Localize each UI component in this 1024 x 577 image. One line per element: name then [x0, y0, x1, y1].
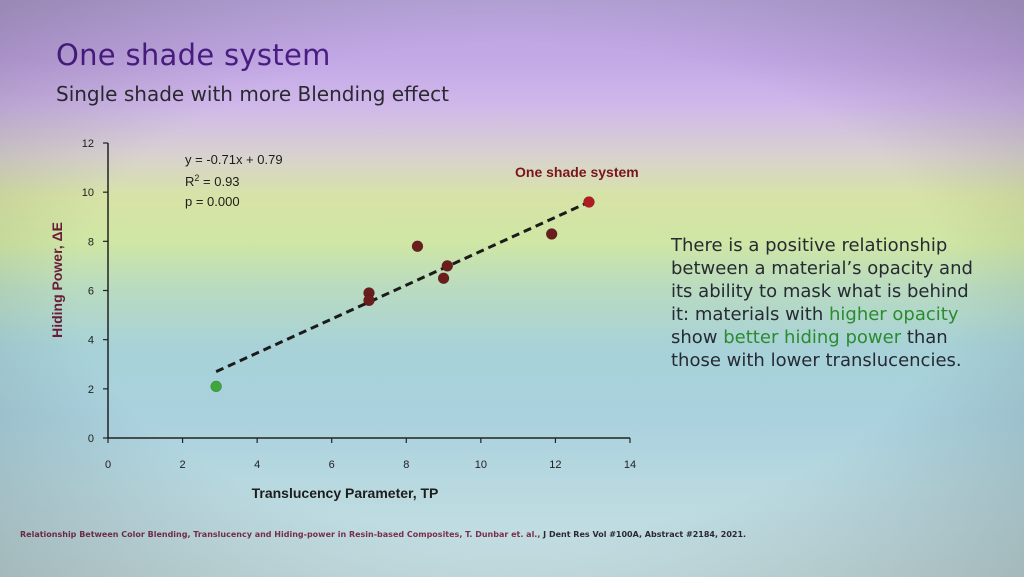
- x-tick-label: 6: [329, 459, 335, 471]
- r-squared-label: R2 = 0.93: [185, 173, 240, 189]
- data-point: [411, 240, 424, 252]
- data-point: [437, 272, 450, 284]
- citation: Relationship Between Color Blending, Tra…: [20, 530, 746, 539]
- data-point: [210, 380, 222, 393]
- citation-ref: J Dent Res Vol #100A, Abstract #2184, 20…: [540, 530, 747, 539]
- x-tick-label: 0: [105, 459, 111, 471]
- body-text-part2: show: [671, 327, 724, 348]
- data-point: [583, 196, 595, 208]
- body-text-highlight-hiding: better hiding power: [723, 327, 902, 348]
- x-axis-label: Translucency Parameter, TP: [252, 485, 439, 501]
- trendline: [215, 200, 590, 373]
- y-tick-label: 12: [82, 138, 94, 150]
- body-text: There is a positive relationship between…: [671, 234, 991, 372]
- y-tick-label: 0: [88, 433, 94, 445]
- body-text-highlight-opacity: higher opacity: [828, 304, 959, 325]
- data-point: [441, 260, 454, 272]
- p-value-label: p = 0.000: [185, 194, 240, 209]
- x-axis-ticks: 0 2 4 6 8 10 12 14: [105, 438, 636, 471]
- x-tick-label: 8: [403, 459, 409, 471]
- x-tick-label: 10: [475, 459, 487, 471]
- x-tick-label: 12: [549, 459, 561, 471]
- body-text-part3: than those with lower translucencies.: [671, 327, 962, 371]
- r-squared-value: = 0.93: [199, 174, 239, 189]
- data-point: [545, 228, 558, 240]
- slide-title: One shade system: [56, 38, 331, 72]
- y-tick-label: 6: [88, 286, 94, 298]
- y-tick-label: 8: [88, 236, 94, 248]
- r-squared-sup: 2: [194, 173, 199, 183]
- x-tick-label: 2: [180, 459, 186, 471]
- y-axis-ticks: 0 2 4 6 8 10 12: [82, 138, 108, 445]
- y-axis-label: Hiding Power, ΔE: [49, 222, 65, 338]
- y-tick-label: 10: [82, 187, 94, 199]
- y-tick-label: 2: [88, 384, 94, 396]
- data-points: [210, 196, 595, 393]
- y-tick-label: 4: [88, 335, 94, 347]
- data-point: [363, 294, 375, 307]
- r-squared-r: R: [185, 174, 194, 189]
- slide-subtitle: Single shade with more Blending effect: [56, 82, 449, 106]
- body-text-part1: There is a positive relationship between…: [671, 235, 973, 325]
- x-tick-label: 4: [254, 459, 260, 471]
- citation-text: Relationship Between Color Blending, Tra…: [20, 530, 541, 539]
- x-tick-label: 14: [624, 459, 636, 471]
- highlight-series-label: One shade system: [515, 164, 639, 180]
- equation-label: y = -0.71x + 0.79: [185, 152, 283, 167]
